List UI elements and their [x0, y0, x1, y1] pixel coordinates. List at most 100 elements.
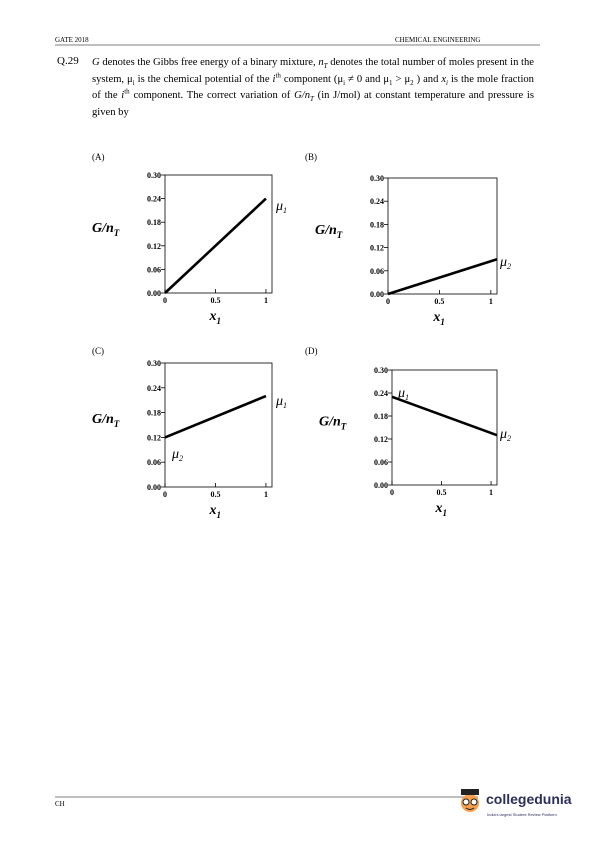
y-tick-label: 0.30	[374, 366, 388, 375]
x-tick-label: 1	[489, 488, 493, 497]
y-tick-label: 0.06	[147, 458, 161, 467]
y-tick-label: 0.00	[374, 481, 388, 490]
plot-frame	[391, 369, 498, 486]
y-label-main: G/n	[92, 412, 114, 427]
y-tick-label: 0.18	[374, 412, 388, 421]
x-tick-label: 0.5	[437, 488, 447, 497]
y-label-sub: T	[341, 422, 347, 432]
option-label: (C)	[92, 346, 104, 356]
x-axis-label: x1	[208, 309, 221, 326]
x-label-sub: 1	[440, 317, 445, 327]
annotation-main: μ	[171, 447, 179, 462]
question-segment: th	[124, 87, 130, 96]
y-tick-label: 0.06	[147, 265, 161, 274]
y-tick-label: 0.24	[147, 195, 161, 204]
annotation-main: μ	[275, 394, 283, 409]
x-tick-label: 0	[163, 490, 167, 499]
y-axis-label: G/nT	[319, 415, 347, 432]
x-tick-label: 0	[390, 488, 394, 497]
question-segment: T	[310, 95, 314, 104]
annotation-main: μ	[499, 427, 507, 442]
annotation: μ1	[275, 394, 287, 410]
annotation-main: μ	[499, 255, 507, 270]
question-segment: μ	[337, 73, 344, 85]
question-segment: is the chemical potential of the	[134, 73, 273, 85]
x-axis-label: x1	[432, 310, 445, 327]
x-tick-label: 0.5	[210, 490, 220, 499]
plot-frame	[164, 174, 273, 294]
logo-icon	[461, 789, 479, 812]
y-tick-label: 0.18	[147, 409, 161, 418]
question-segment: n	[318, 57, 324, 68]
plot-frame	[164, 362, 273, 488]
y-axis-label: G/nT	[92, 221, 120, 238]
y-tick-label: 0.24	[370, 197, 384, 206]
y-tick-label: 0.00	[370, 290, 384, 299]
question-number: Q.29	[57, 55, 79, 67]
x-tick-label: 1	[264, 490, 268, 499]
y-tick-label: 0.12	[370, 244, 384, 253]
data-line	[164, 394, 267, 439]
x-label-sub: 1	[443, 508, 448, 518]
option-label: (D)	[305, 346, 318, 356]
question-segment: T	[323, 62, 328, 71]
y-tick-label: 0.18	[370, 220, 384, 229]
question-segment: component (	[280, 73, 338, 85]
x-tick-label: 0	[386, 297, 390, 306]
y-axis-label: G/nT	[92, 412, 120, 429]
x-label-main: x	[435, 501, 443, 516]
y-label-main: G/n	[319, 415, 341, 430]
x-label-sub: 1	[216, 316, 221, 326]
y-tick-label: 0.24	[374, 389, 388, 398]
annotation-main: μ	[275, 199, 283, 214]
x-tick-label: 0.5	[434, 297, 444, 306]
question-segment: μ	[127, 73, 133, 85]
data-line	[387, 257, 498, 296]
annotation-sub: 2	[507, 262, 511, 271]
annotation: μ2	[499, 255, 511, 271]
data-line	[391, 395, 498, 437]
x-tick-label: 1	[489, 297, 493, 306]
y-tick-label: 0.06	[370, 267, 384, 276]
x-axis-label: x1	[208, 503, 221, 520]
x-tick-label: 0.5	[210, 296, 220, 305]
brand: collegedunia	[486, 791, 572, 807]
y-tick-label: 0.30	[370, 174, 384, 183]
annotation-main: μ	[397, 386, 405, 401]
question-segment: 1	[389, 78, 393, 87]
question-segment: component. The correct variation of	[129, 90, 295, 101]
annotation: μ2	[499, 427, 511, 443]
question-segment: G/n	[294, 90, 310, 101]
y-tick-label: 0.12	[374, 435, 388, 444]
y-tick-label: 0.24	[147, 384, 161, 393]
footer-left: CH	[55, 800, 65, 808]
x-tick-label: 1	[264, 296, 268, 305]
y-tick-label: 0.06	[374, 458, 388, 467]
annotation: μ2	[171, 447, 183, 463]
header-left: GATE 2018	[55, 36, 89, 44]
x-label-sub: 1	[216, 510, 221, 520]
y-tick-label: 0.30	[147, 359, 161, 368]
y-tick-label: 0.00	[147, 289, 161, 298]
tagline: India's largest Student Review Platform	[487, 812, 557, 817]
x-label-main: x	[432, 310, 440, 325]
question-text: G denotes the Gibbs free energy of a bin…	[92, 55, 534, 121]
header-right: CHEMICAL ENGINEERING	[395, 36, 481, 44]
data-line	[164, 197, 267, 294]
question-segment: denotes the Gibbs free energy of a binar…	[99, 57, 319, 68]
x-label-main: x	[208, 309, 216, 324]
annotation-sub: 1	[283, 401, 287, 410]
annotation-sub: 2	[179, 454, 183, 463]
x-tick-label: 0	[163, 296, 167, 305]
y-label-main: G/n	[92, 221, 114, 236]
question-segment: (in J/mol) at constant temperature and p…	[92, 90, 534, 118]
y-label-sub: T	[114, 419, 120, 429]
question-segment: μ	[404, 73, 411, 85]
option-label: (B)	[305, 152, 317, 162]
question-segment: i	[343, 78, 346, 87]
y-label-sub: T	[337, 230, 343, 240]
question-segment: G	[92, 57, 100, 68]
annotation: μ1	[397, 386, 409, 402]
